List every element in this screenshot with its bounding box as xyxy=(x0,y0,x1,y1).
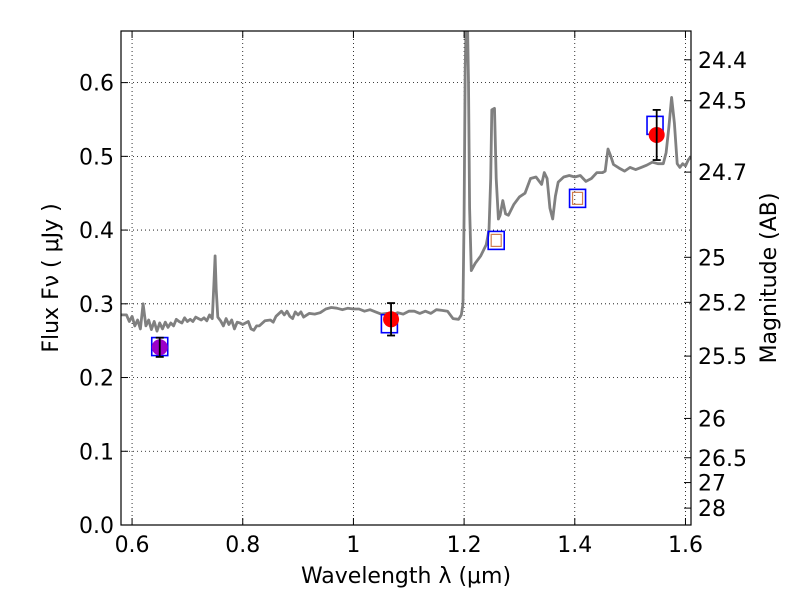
y-tick-label: 0.0 xyxy=(79,514,114,539)
x-tick-label: 0.8 xyxy=(225,533,260,558)
x-axis-label: Wavelength λ (μm) xyxy=(301,564,511,589)
right-tick-label: 26 xyxy=(698,407,726,432)
x-tick-label: 1.2 xyxy=(447,533,482,558)
right-tick-label: 25 xyxy=(698,246,726,271)
ticks: 0.6 0.8 1 1.2 1.4 1.6 0.0 0.1 0.2 0.3 0.4 0.5 0.6 24.… xyxy=(79,31,747,558)
plot-frame xyxy=(120,30,692,526)
x-tick-label: 1.6 xyxy=(668,533,703,558)
right-tick-label: 28 xyxy=(698,497,726,522)
y-tick-label: 0.1 xyxy=(79,440,114,465)
right-tick-label: 24.4 xyxy=(698,49,747,74)
series-layer xyxy=(121,31,691,358)
right-tick-label: 27 xyxy=(698,472,726,497)
right-tick-label: 26.5 xyxy=(698,447,747,472)
right-tick-label: 25.2 xyxy=(698,291,747,316)
plot-area xyxy=(121,31,691,358)
y-tick-label: 0.4 xyxy=(79,219,114,244)
right-tick-label: 25.5 xyxy=(698,345,747,370)
model-square-inner xyxy=(571,191,584,205)
x-tick-label: 1.4 xyxy=(557,533,592,558)
spectrum-line xyxy=(121,31,691,333)
model-square xyxy=(487,230,506,251)
grid xyxy=(121,31,691,525)
right-tick-label: 24.5 xyxy=(698,90,747,115)
right-tick-label: 24.7 xyxy=(698,161,747,186)
right-axis-label: Magnitude (AB) xyxy=(757,193,782,364)
y-tick-label: 0.6 xyxy=(79,72,114,97)
x-tick-label: 1 xyxy=(346,533,360,558)
model-square xyxy=(568,188,587,209)
y-tick-label: 0.3 xyxy=(79,293,114,318)
model-square-inner xyxy=(490,233,502,247)
x-tick-label: 0.6 xyxy=(115,533,150,558)
y-axis-label: Flux Fν ( μJy ) xyxy=(39,203,64,352)
y-tick-label: 0.2 xyxy=(79,367,114,392)
y-tick-label: 0.5 xyxy=(79,145,114,170)
